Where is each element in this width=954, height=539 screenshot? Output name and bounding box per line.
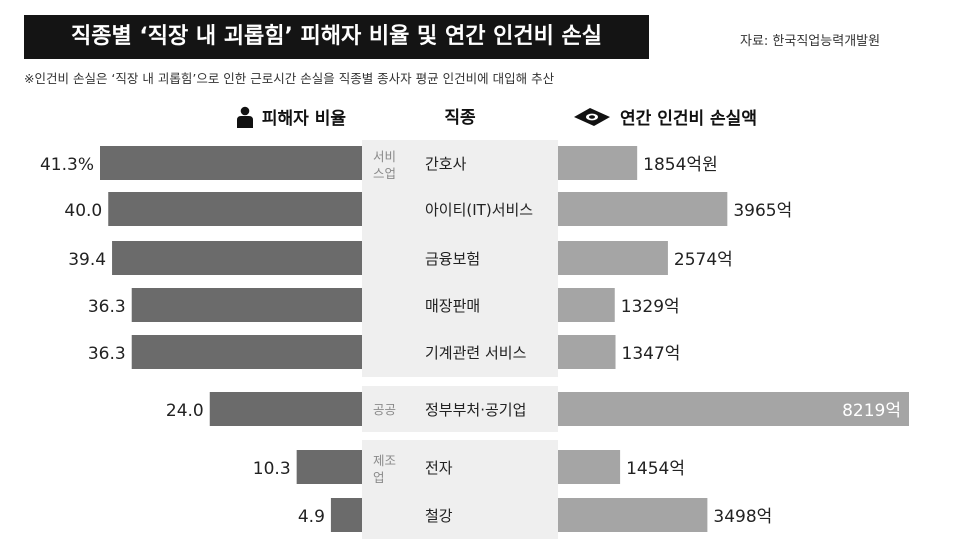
- victim-rate-label: 39.4: [68, 250, 106, 270]
- labor-cost-bar: [558, 498, 708, 532]
- group-label: 제조 업: [373, 453, 396, 485]
- title-background: [24, 15, 649, 59]
- labor-cost-bar: [558, 241, 668, 275]
- header-labor-cost-loss: 연간 인건비 손실액: [572, 106, 757, 131]
- victim-rate-bar: [112, 241, 362, 275]
- occupation-label: 철강: [425, 507, 453, 525]
- labor-cost-label: 1347억: [622, 344, 681, 364]
- labor-cost-bar: [558, 146, 638, 180]
- occupation-label: 매장판매: [425, 297, 480, 315]
- victim-rate-bar: [131, 335, 362, 369]
- labor-cost-bar: [558, 335, 616, 369]
- occupation-label: 기계관련 서비스: [425, 344, 527, 362]
- victim-rate-label: 36.3: [88, 297, 126, 317]
- person-icon: [236, 106, 253, 128]
- occupation-band: [362, 140, 558, 377]
- header-victim-rate-label: 피해자 비율: [261, 109, 346, 129]
- labor-cost-label: 2574억: [674, 250, 733, 270]
- victim-rate-label: 40.0: [64, 201, 102, 221]
- occupation-label: 간호사: [425, 155, 467, 173]
- labor-cost-bar: [558, 450, 621, 484]
- header-labor-cost-loss-label: 연간 인건비 손실액: [620, 109, 757, 129]
- group-label: 공공: [373, 402, 396, 417]
- occupation-label: 전자: [425, 459, 453, 477]
- victim-rate-bar: [131, 288, 362, 322]
- occupation-band: [362, 386, 558, 432]
- source-label: 자료: 한국직업능력개발원: [740, 34, 881, 49]
- victim-rate-bar: [209, 392, 362, 426]
- victim-rate-bar: [330, 498, 362, 532]
- footnote: ※인건비 손실은 ‘직장 내 괴롭힘’으로 인한 근로시간 손실을 직종별 종사…: [24, 71, 555, 86]
- labor-cost-bar: [558, 392, 909, 426]
- labor-cost-label: 8219억: [842, 401, 901, 421]
- occupation-label: 금융보험: [425, 250, 480, 268]
- occupation-label: 아이티(IT)서비스: [425, 201, 533, 219]
- header-occupation: 직종: [444, 108, 476, 128]
- labor-cost-bar: [558, 192, 728, 226]
- occupation-label: 정부부처·공기업: [425, 401, 526, 419]
- occupation-band: [362, 440, 558, 539]
- group-label: 서비 스업: [373, 149, 396, 181]
- victim-rate-label: 4.9: [298, 507, 325, 527]
- victim-rate-label: 10.3: [253, 459, 291, 479]
- header-victim-rate: 피해자 비율: [236, 106, 346, 131]
- labor-cost-bar: [558, 288, 615, 322]
- labor-cost-label: 3498억: [713, 507, 772, 527]
- chart-title: 직종별 ‘직장 내 괴롭힘’ 피해자 비율 및 연간 인건비 손실: [71, 24, 602, 49]
- labor-cost-label: 1329억: [621, 297, 680, 317]
- money-bill-icon: [574, 108, 610, 126]
- victim-rate-label: 24.0: [166, 401, 204, 421]
- labor-cost-label: 1854억원: [643, 155, 718, 175]
- victim-rate-label: 41.3%: [40, 155, 94, 175]
- labor-cost-label: 1454억: [626, 459, 685, 479]
- victim-rate-label: 36.3: [88, 344, 126, 364]
- victim-rate-bar: [100, 146, 362, 180]
- victim-rate-bar: [296, 450, 362, 484]
- victim-rate-bar: [108, 192, 362, 226]
- labor-cost-label: 3965억: [733, 201, 792, 221]
